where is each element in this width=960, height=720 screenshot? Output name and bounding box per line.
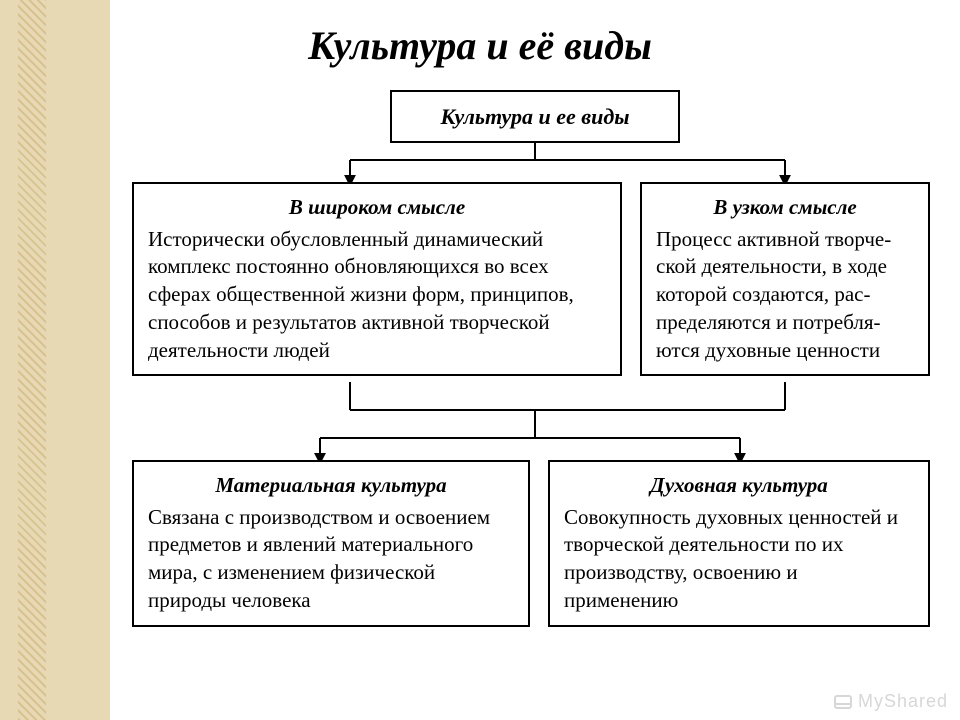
node-narrow-title: В узком смысле [656, 194, 914, 222]
node-material: Материальная культура Связана с производ… [132, 460, 530, 627]
slide-sidebar-decoration [0, 0, 110, 720]
watermark: MyShared [834, 691, 948, 712]
node-spiritual-title: Духовная культура [564, 472, 914, 500]
node-broad: В широком смысле Исторически обусловленн… [132, 182, 622, 376]
node-narrow: В узком смысле Процесс активной творче­с… [640, 182, 930, 376]
culture-diagram: Культура и ее виды В широком смысле Исто… [120, 90, 940, 690]
node-broad-title: В широком смысле [148, 194, 606, 222]
node-spiritual: Духовная культура Совокупность духовных … [548, 460, 930, 627]
presentation-icon [834, 695, 852, 709]
node-material-title: Материальная культура [148, 472, 514, 500]
node-narrow-body: Процесс активной творче­ской деятельност… [656, 227, 891, 362]
node-spiritual-body: Совокупность духовных ценно­стей и творч… [564, 505, 898, 612]
node-broad-body: Исторически обусловленный динамиче­ский … [148, 227, 574, 362]
node-root: Культура и ее виды [390, 90, 680, 143]
node-material-body: Связана с производством и освое­нием пре… [148, 505, 490, 612]
page-title: Культура и её виды [0, 22, 960, 69]
watermark-text: MyShared [858, 691, 948, 711]
node-root-title: Культура и ее виды [406, 102, 664, 131]
